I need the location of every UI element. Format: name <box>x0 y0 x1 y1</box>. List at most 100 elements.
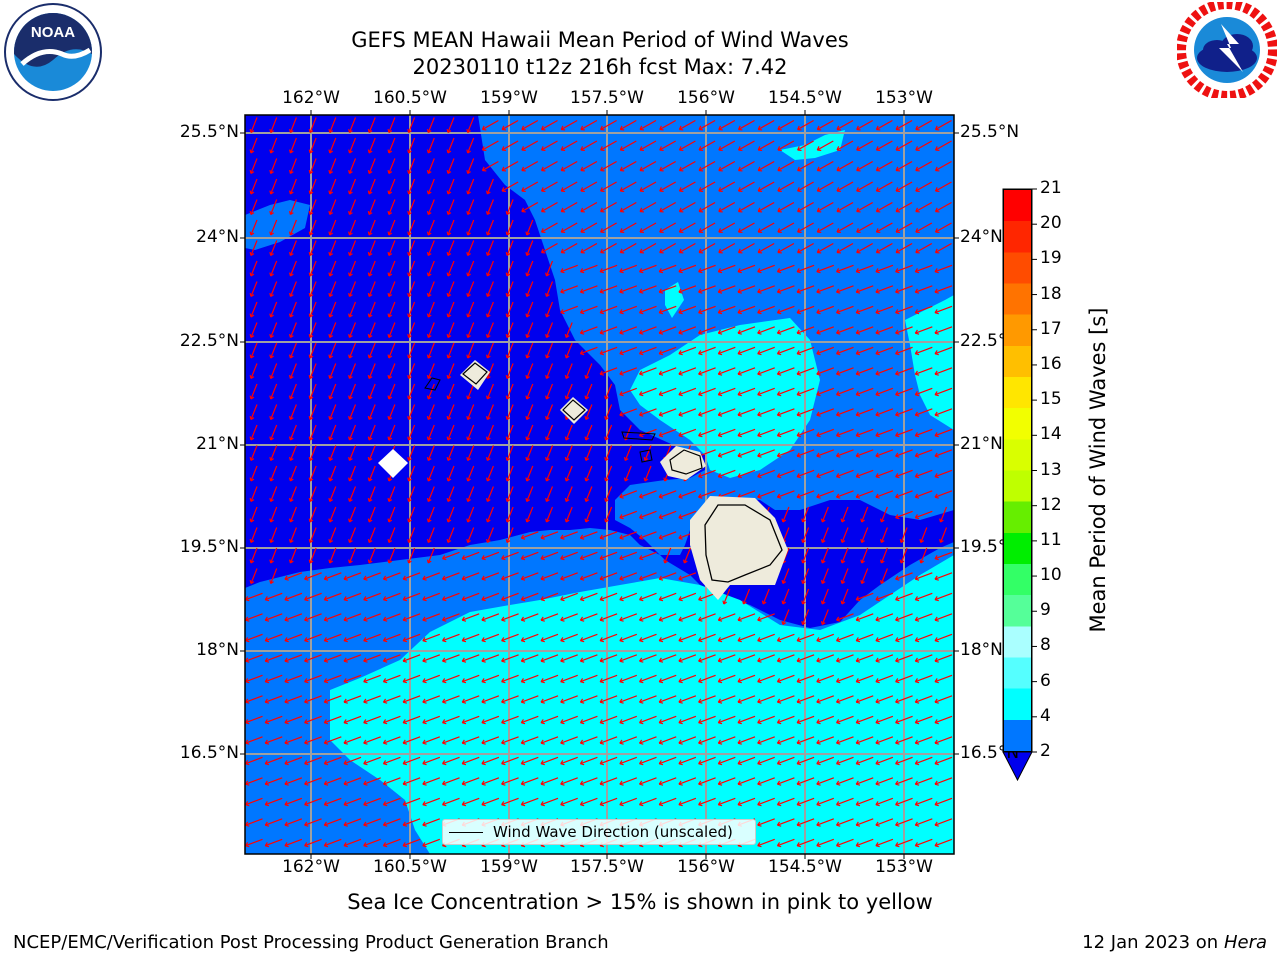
wind-arrow <box>506 199 514 215</box>
wind-arrow <box>796 408 815 416</box>
wind-arrow-head <box>698 719 703 725</box>
wind-arrow <box>289 465 297 482</box>
wind-arrow <box>442 551 460 560</box>
wind-arrow-head <box>619 555 624 561</box>
wind-arrow-head <box>560 207 566 213</box>
wind-arrow-head <box>288 456 294 462</box>
wind-arrow <box>270 342 278 359</box>
wind-arrow <box>521 654 539 662</box>
wind-arrow-head <box>860 538 865 544</box>
wind-arrow-head <box>461 616 467 622</box>
wind-arrow <box>605 506 613 523</box>
wind-arrow-head <box>579 780 585 786</box>
wind-arrow-head <box>249 333 255 339</box>
wind-arrow-head <box>446 415 452 421</box>
wind-arrow-head <box>737 329 742 335</box>
wind-arrow-head <box>485 477 491 482</box>
lon-label-bottom: 154.5°W <box>768 857 842 877</box>
wind-arrow <box>408 547 416 564</box>
wind-arrow <box>841 568 849 584</box>
wind-arrow-head <box>525 333 531 339</box>
wind-arrow <box>639 777 657 785</box>
wind-arrow <box>368 363 376 379</box>
wind-arrow-head <box>678 719 683 725</box>
wind-arrow <box>816 695 835 703</box>
wind-arrow-head <box>328 415 334 421</box>
wind-arrow <box>678 510 697 519</box>
wind-arrow-head <box>599 801 605 807</box>
wind-arrow <box>304 613 322 621</box>
wind-arrow <box>309 445 317 461</box>
wind-arrow <box>442 756 460 765</box>
wind-arrow-head <box>245 596 250 602</box>
wind-arrow <box>422 572 441 580</box>
wind-arrow-head <box>407 436 412 441</box>
wind-arrow-head <box>836 842 841 848</box>
wind-arrow-head <box>426 415 432 421</box>
wind-arrow-head <box>269 415 274 421</box>
wind-arrow <box>461 756 480 765</box>
wind-arrow <box>402 654 421 662</box>
wind-arrow-head <box>580 248 585 254</box>
wind-arrow <box>757 449 775 457</box>
wind-arrow <box>467 178 475 195</box>
wind-arrow <box>506 342 514 359</box>
wind-arrow <box>658 490 677 498</box>
wind-arrow <box>408 486 416 502</box>
wind-arrow <box>270 486 278 502</box>
wind-arrow-head <box>501 146 507 152</box>
wind-arrow <box>920 527 928 543</box>
wind-arrow-head <box>288 149 294 154</box>
wind-arrow <box>408 281 416 297</box>
wind-arrow <box>388 527 396 543</box>
wind-arrow-head <box>520 637 526 643</box>
wind-arrow-head <box>288 374 294 380</box>
wind-arrow-head <box>323 678 329 684</box>
wind-arrow <box>289 240 297 256</box>
wind-arrow <box>738 140 755 151</box>
wind-arrow-head <box>776 698 782 704</box>
map-ticks <box>240 110 959 859</box>
wind-arrow-head <box>737 125 743 131</box>
wind-arrow <box>427 158 435 174</box>
wind-arrow <box>442 572 460 580</box>
wind-arrow <box>718 633 736 642</box>
wind-arrow-head <box>387 477 393 482</box>
wind-arrow <box>737 469 756 478</box>
wind-arrow-head <box>466 169 471 175</box>
wind-arrow-head <box>564 374 570 380</box>
wind-arrow <box>309 178 317 195</box>
wind-arrow <box>757 326 775 334</box>
wind-arrow-head <box>914 760 920 766</box>
wind-arrow-head <box>579 637 585 643</box>
wind-arrow <box>934 736 953 744</box>
wind-arrow-head <box>796 637 802 643</box>
wind-arrow <box>895 715 913 724</box>
wind-arrow-head <box>328 456 334 462</box>
wind-arrow <box>245 592 263 601</box>
wind-arrow <box>324 838 342 847</box>
wind-arrow <box>836 367 854 375</box>
wind-arrow <box>935 140 952 151</box>
wind-arrow-head <box>836 493 841 499</box>
wind-arrow <box>817 242 834 254</box>
wind-arrow <box>506 363 514 379</box>
wind-arrow-head <box>481 739 486 745</box>
wind-arrow-head <box>599 678 605 684</box>
wind-arrow-head <box>895 739 900 745</box>
wind-arrow <box>501 756 519 765</box>
wind-arrow <box>442 736 460 744</box>
wind-arrow <box>343 756 362 765</box>
wind-arrow <box>284 797 303 806</box>
wind-arrow-head <box>836 616 841 622</box>
wind-arrow <box>329 178 337 195</box>
wind-arrow-head <box>402 739 408 745</box>
wind-arrow <box>718 695 736 703</box>
wind-arrow <box>264 838 283 847</box>
wind-arrow <box>619 674 638 683</box>
wind-arrow <box>639 408 657 416</box>
wind-arrow <box>264 736 283 744</box>
wind-arrow <box>521 797 539 806</box>
lon-label-top: 157.5°W <box>570 88 644 108</box>
wind-arrow-head <box>564 354 570 359</box>
